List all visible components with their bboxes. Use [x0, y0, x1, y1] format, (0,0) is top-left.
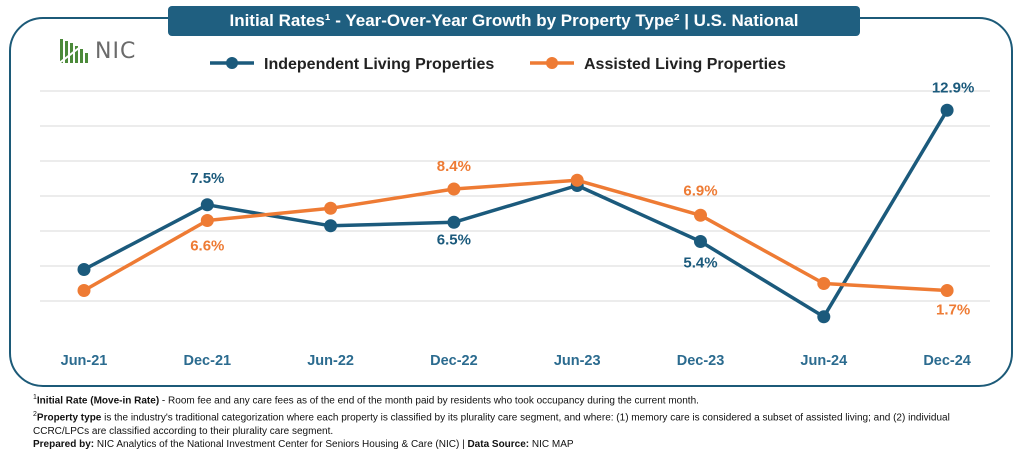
- nic-logo: NIC: [58, 38, 136, 64]
- x-tick-label: Jun-21: [61, 353, 108, 369]
- legend-swatch-marker: [226, 57, 238, 69]
- data-label: 6.6%: [190, 238, 224, 255]
- gridlines: [40, 90, 990, 302]
- x-tick-label: Jun-23: [554, 353, 601, 369]
- data-point: [694, 235, 707, 248]
- data-label: 6.9%: [683, 182, 717, 199]
- data-label: 5.4%: [683, 255, 717, 272]
- series-line: [83, 178, 948, 293]
- footnote-2: 2Property type is the industry's traditi…: [33, 410, 950, 437]
- data-point: [570, 173, 584, 187]
- data-point: [817, 277, 831, 290]
- title-banner: Initial Rates¹ - Year-Over-Year Growth b…: [168, 6, 860, 36]
- x-tick-label: Dec-23: [677, 353, 725, 369]
- footnotes: 1Initial Rate (Move-in Rate) - Room fee …: [33, 391, 1003, 452]
- legend-label: Assisted Living Properties: [584, 56, 786, 73]
- series-line: [83, 109, 949, 319]
- prepared-by: Prepared by: NIC Analytics of the Nation…: [33, 439, 574, 451]
- nic-logo-mark-icon: [58, 38, 92, 64]
- legend-label: Independent Living Properties: [264, 56, 494, 73]
- x-tick-label: Jun-22: [307, 353, 354, 369]
- chart-title: Initial Rates¹ - Year-Over-Year Growth b…: [229, 11, 799, 30]
- data-point: [324, 219, 338, 233]
- data-label: 8.4%: [437, 158, 471, 175]
- x-axis-ticks: Jun-21 Dec-21 Jun-22 Dec-22 Jun-23 Dec-23 Jun-…: [61, 353, 971, 369]
- data-point: [200, 214, 214, 227]
- legend: Independent Living Properties Assisted Li…: [210, 56, 786, 73]
- x-tick-label: Dec-22: [430, 353, 478, 369]
- x-tick-label: Dec-21: [184, 353, 232, 369]
- data-label: 6.5%: [437, 231, 471, 248]
- data-label: 1.7%: [936, 302, 970, 319]
- data-point: [77, 284, 91, 297]
- data-point: [694, 208, 707, 222]
- footnote-1: 1Initial Rate (Move-in Rate) - Room fee …: [33, 394, 699, 407]
- data-point: [324, 201, 338, 215]
- data-point: [940, 103, 954, 117]
- x-tick-label: Jun-24: [800, 353, 847, 369]
- data-point: [940, 284, 954, 297]
- legend-swatch-marker: [546, 57, 558, 69]
- data-label: 7.5%: [190, 170, 224, 187]
- series-group: 7.5% 6.5% 5.4% 12.9% 6.6% 8.4% 6.9% 1.7%: [77, 79, 975, 324]
- line-chart: Independent Living Properties Assisted Li…: [40, 56, 990, 369]
- x-tick-label: Dec-24: [923, 353, 971, 369]
- data-point: [817, 310, 831, 324]
- data-point: [200, 198, 214, 212]
- data-point: [447, 215, 461, 229]
- data-point: [77, 263, 91, 276]
- data-label: 12.9%: [932, 79, 975, 96]
- logo-text: NIC: [95, 38, 137, 64]
- data-point: [447, 182, 461, 196]
